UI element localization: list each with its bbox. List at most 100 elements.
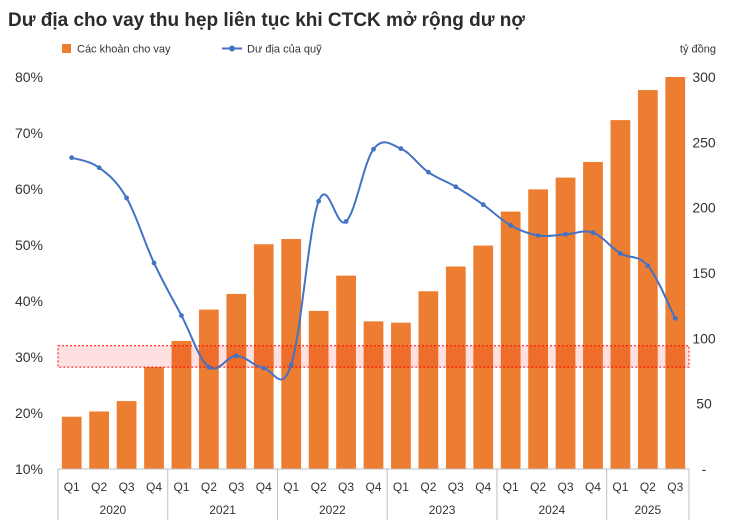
x-tick-label: Q2 [420, 480, 436, 494]
bar [583, 161, 603, 469]
y-left-tick-label: 80% [15, 69, 43, 85]
bar [336, 275, 356, 469]
x-axis: Q1 Q2 Q3 Q4 Q1 Q2 Q3 Q4 Q1 Q2 Q3 Q4 Q1 Q2 Q3 Q4 Q1 Q2 Q3 Q4… [57, 468, 690, 520]
highlight-band-group [57, 345, 690, 368]
x-tick-label: Q3 [558, 480, 574, 494]
x-tick-label: Q3 [228, 480, 244, 494]
y2-unit-label: tỷ đồng [680, 44, 716, 56]
line-point [316, 198, 322, 204]
bar [116, 401, 137, 469]
line-point [618, 251, 623, 256]
bar [555, 177, 576, 469]
bar [308, 310, 329, 469]
y-right-tick-label: 150 [692, 265, 716, 281]
x-year-label: 2023 [429, 503, 456, 517]
x-year-label: 2022 [319, 503, 346, 517]
y-right-tick-label: - [702, 461, 707, 477]
y-left-tick-label: 40% [15, 293, 43, 309]
bar [445, 266, 466, 469]
legend: Các khoản cho vay Dư địa của quỹ [62, 44, 322, 56]
line-series [69, 141, 678, 381]
bar [144, 367, 164, 469]
x-tick-label: Q4 [256, 480, 272, 494]
line-point [480, 202, 486, 208]
x-tick-label: Q2 [91, 480, 107, 494]
line-point [371, 146, 376, 152]
legend-swatch-bar [62, 44, 71, 53]
y-right-tick-label: 300 [692, 69, 716, 85]
x-tick-label: Q2 [311, 480, 327, 494]
line-point [233, 353, 239, 359]
line-point [425, 169, 431, 175]
x-tick-label: Q1 [503, 480, 519, 494]
line-point [124, 195, 129, 201]
line-point [535, 233, 541, 238]
bar [253, 244, 274, 469]
y-left-tick-label: 70% [15, 125, 43, 141]
bar [528, 189, 548, 469]
y-right-tick-label: 100 [692, 330, 716, 346]
x-tick-label: Q2 [201, 480, 217, 494]
x-tick-label: Q4 [585, 480, 601, 494]
y-left-tick-label: 50% [15, 237, 43, 253]
y-left-tick-label: 60% [15, 181, 43, 197]
x-tick-label: Q2 [530, 480, 546, 494]
x-year-label: 2020 [100, 503, 127, 517]
y-left-tick-label: 30% [15, 349, 43, 365]
line-point [398, 146, 404, 152]
x-tick-label: Q1 [393, 480, 409, 494]
x-tick-label: Q2 [640, 480, 656, 494]
x-tick-label: Q4 [475, 480, 491, 494]
x-tick-label: Q1 [64, 480, 80, 494]
y-left-tick-label: 20% [15, 405, 43, 421]
x-year-label: 2024 [538, 503, 565, 517]
legend-label-bar: Các khoản cho vay [77, 44, 171, 56]
line-point [508, 223, 514, 228]
x-tick-label: Q1 [283, 480, 299, 494]
line-point [69, 155, 75, 161]
x-year-label: 2021 [209, 503, 236, 517]
line-point [288, 362, 294, 368]
bar [171, 340, 192, 469]
bar [61, 416, 82, 469]
chart-title: Dư địa cho vay thu hẹp liên tục khi CTCK… [8, 10, 525, 31]
highlight-band [57, 345, 690, 368]
line-point [672, 315, 678, 321]
bar [500, 211, 521, 469]
legend-swatch-marker [229, 45, 235, 52]
bar [281, 239, 302, 469]
y-right-tick-label: 50 [696, 396, 712, 412]
line-point [151, 260, 157, 266]
bar [473, 245, 494, 469]
line-point [563, 231, 568, 237]
line-point [645, 263, 651, 269]
bar [89, 411, 110, 469]
line-point [261, 365, 267, 371]
bar [418, 291, 439, 469]
y-left-tick-label: 10% [15, 461, 43, 477]
bar [391, 322, 411, 469]
y-right-tick-label: 200 [692, 200, 716, 216]
x-tick-label: Q1 [612, 480, 628, 494]
bar-series [61, 77, 686, 470]
line-point [590, 230, 596, 236]
x-tick-label: Q3 [448, 480, 464, 494]
bar [226, 293, 247, 469]
line-point [453, 184, 459, 190]
y-right-tick-label: 250 [692, 134, 716, 150]
line-path [71, 141, 677, 381]
x-year-label: 2025 [634, 503, 661, 517]
y-left-axis: 10% 20% 30% 40% 50% 60% 70% 80% [15, 69, 43, 477]
line-point [179, 313, 184, 318]
x-tick-label: Q4 [365, 480, 381, 494]
x-tick-label: Q3 [338, 480, 354, 494]
line-point [206, 364, 212, 370]
x-tick-label: Q3 [667, 480, 683, 494]
bar [363, 321, 384, 469]
x-tick-label: Q1 [173, 480, 189, 494]
bar [610, 120, 631, 470]
bar [637, 90, 658, 470]
y-right-axis: - 50 100 150 200 250 300 [692, 69, 716, 477]
line-point [96, 165, 102, 171]
